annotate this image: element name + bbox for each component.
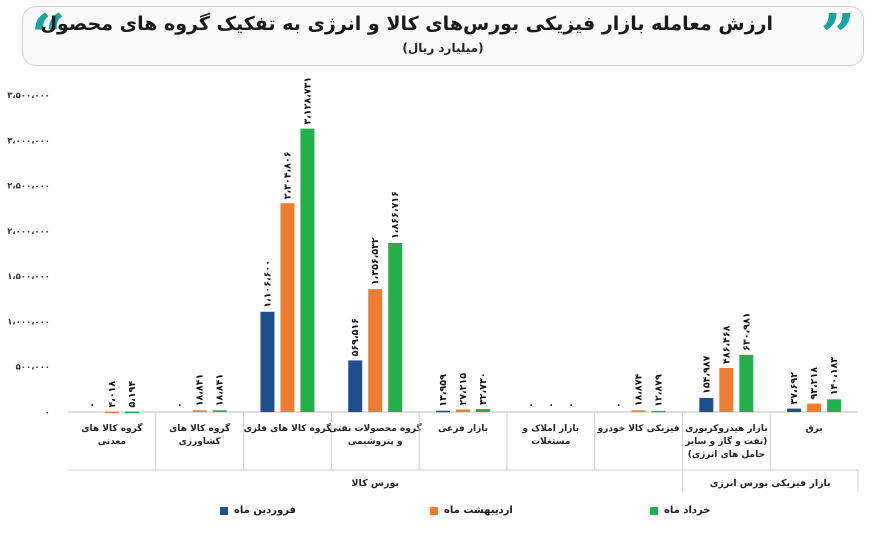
- bar: [260, 311, 275, 412]
- bar: [388, 242, 403, 412]
- data-label: ۱۸،۸۷۴: [634, 373, 645, 406]
- bar: [456, 409, 470, 412]
- category-label: برق: [806, 424, 823, 434]
- bar: [739, 354, 754, 412]
- legend-item-ordibehesht: اردیبهشت ماه: [430, 505, 513, 516]
- quote-right-icon: ”: [820, 2, 855, 72]
- data-label: ۱،۳۵۶،۵۳۲: [370, 237, 381, 285]
- legend-label-farvardin: فروردین ماه: [234, 505, 296, 516]
- bar: [651, 410, 666, 413]
- y-tick-label: ۱،۵۰۰،۰۰۰: [7, 272, 50, 282]
- data-label: ۰: [175, 402, 186, 408]
- bar: [280, 203, 295, 412]
- bar: [476, 409, 490, 412]
- bar: [212, 410, 227, 412]
- y-tick-label: ۳،۰۰۰،۰۰۰: [7, 136, 50, 146]
- data-label: ۳،۱۲۸،۷۳۱: [302, 77, 313, 125]
- data-label: ۳۷،۶۹۲: [789, 372, 800, 405]
- bar: [631, 410, 646, 412]
- legend-swatch-ordibehesht: [430, 506, 438, 515]
- category-label: بازار فرعی: [438, 424, 488, 434]
- category-label: کشاورزی: [179, 437, 222, 447]
- y-tick-label: ۲،۰۰۰،۰۰۰: [7, 227, 50, 237]
- data-label: ۱۴۰،۱۸۳: [829, 357, 840, 396]
- category-label: حامل های انرژی): [688, 450, 765, 460]
- bar: [807, 403, 822, 412]
- bar: [787, 408, 802, 412]
- y-tick-label: ۲،۵۰۰،۰۰۰: [7, 182, 50, 192]
- legend-label-ordibehesht: اردیبهشت ماه: [444, 505, 513, 516]
- data-label: ۵،۱۹۴: [127, 381, 138, 408]
- data-label: ۴۸۶،۴۶۸: [721, 325, 732, 364]
- data-label: ۰: [546, 402, 557, 408]
- data-label: ۹۳،۲۱۸: [809, 367, 820, 400]
- data-label: ۲،۳۰۴،۸۰۶: [282, 151, 293, 199]
- bar: [348, 360, 363, 412]
- chart-subtitle: (میلیارد ریال): [402, 41, 484, 55]
- data-label: ۵۶۹،۵۱۶: [350, 318, 361, 356]
- category-label: گروه کالا های: [169, 422, 231, 434]
- chart-title: ارزش معامله بازار فیزیکی بورس‌های کالا و…: [40, 13, 773, 35]
- data-label: ۱۲،۸۷۹: [654, 374, 665, 407]
- data-label: ۱۸،۸۴۱: [195, 374, 206, 407]
- bar: [300, 128, 315, 413]
- data-label: ۰: [526, 402, 537, 408]
- bar: [368, 289, 383, 412]
- data-label: ۰: [87, 402, 98, 408]
- bar: [699, 397, 714, 412]
- quote-left-icon: “: [31, 2, 66, 72]
- category-label: گروه کالا های فلزی: [244, 422, 333, 434]
- legend-item-khordad: خرداد ماه: [650, 505, 710, 516]
- category-label: بازار املاک و: [521, 424, 579, 434]
- category-label: گروه محصولات نفتی: [329, 422, 423, 434]
- category-group-label: بازار فیزیکی بورس انرژی: [710, 478, 831, 489]
- category-label: معدنی: [98, 437, 126, 447]
- y-tick-label: ۵۰۰،۰۰۰: [16, 363, 50, 373]
- data-label: ۲۷،۲۱۵: [458, 373, 469, 406]
- y-tick-label: ۱،۰۰۰،۰۰۰: [7, 317, 50, 327]
- legend-label-khordad: خرداد ماه: [664, 505, 711, 516]
- y-tick-label: ۳،۵۰۰،۰۰۰: [7, 91, 50, 101]
- chart-header: “ ارزش معامله بازار فیزیکی بورس‌های کالا…: [22, 2, 864, 72]
- bar: [436, 410, 450, 413]
- bar: [192, 410, 207, 412]
- data-label: ۱۳،۹۵۹: [438, 374, 449, 407]
- category-label: و پتروشیمی: [348, 437, 403, 447]
- bar: [124, 411, 139, 414]
- data-label: ۶۳۰،۹۸۱: [741, 312, 752, 350]
- legend-swatch-farvardin: [220, 506, 228, 515]
- category-label: بازار هیدروکربوری: [685, 424, 768, 434]
- data-label: ۱۸،۸۴۱: [215, 374, 226, 407]
- bar: [104, 411, 119, 414]
- data-label: ۱،۱۰۶،۶۰۰: [262, 260, 273, 308]
- bar: [827, 399, 842, 412]
- category-label: گروه کالا های: [81, 422, 143, 434]
- data-label: ۰: [566, 402, 577, 408]
- category-label: فیزیکی کالا خودرو: [597, 424, 680, 434]
- category-group-label: بورس کالا: [351, 478, 399, 489]
- bar: [719, 367, 734, 412]
- category-label: مستغلات: [531, 437, 570, 447]
- data-label: ۰: [614, 402, 625, 408]
- category-label: (نفت و گاز و سایر: [684, 435, 767, 447]
- data-label: ۳۲،۷۳۰: [478, 372, 489, 405]
- data-label: ۱،۸۶۶،۷۱۶: [390, 191, 401, 239]
- legend-item-farvardin: فروردین ماه: [220, 505, 296, 516]
- legend-swatch-khordad: [650, 506, 658, 515]
- data-label: ۴،۰۱۸: [107, 381, 118, 408]
- data-label: ۱۵۴،۹۸۷: [701, 355, 712, 394]
- y-tick-label: ۰: [45, 408, 50, 418]
